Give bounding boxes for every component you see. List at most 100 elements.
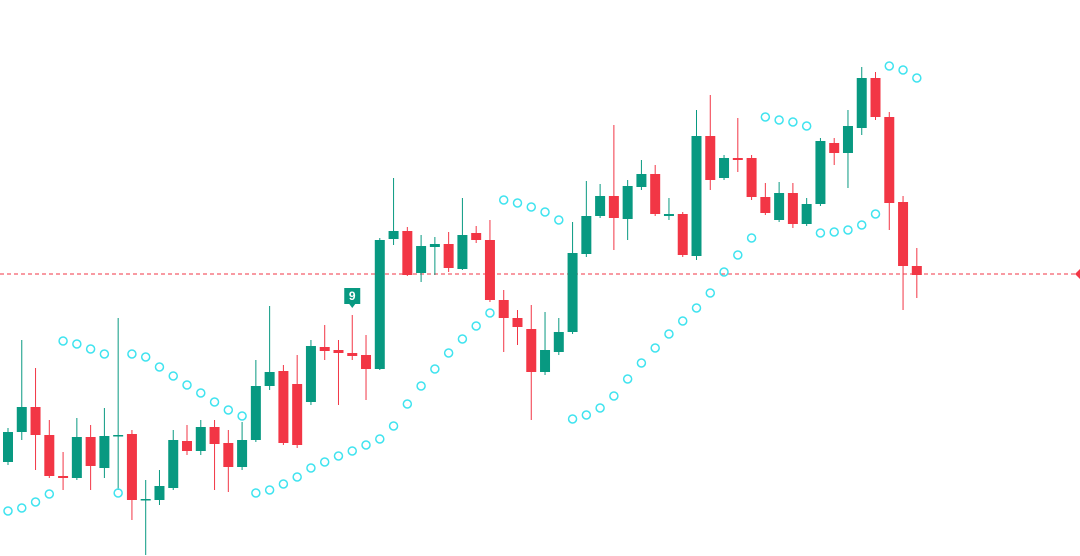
candle-body <box>801 204 812 224</box>
sar-dot <box>677 316 688 326</box>
candle-body <box>911 266 922 275</box>
candle-body <box>677 214 688 255</box>
candle-body <box>3 432 13 462</box>
candle-body <box>209 427 220 444</box>
sar-dot <box>154 362 165 372</box>
candle-body <box>182 441 193 451</box>
candle-body <box>168 440 179 488</box>
candle-body <box>443 244 454 268</box>
sar-dot <box>457 334 468 344</box>
sar-dot <box>540 207 550 217</box>
sar-dot <box>127 349 137 359</box>
sar-dot <box>512 198 523 208</box>
candle-body <box>58 476 69 478</box>
candle-body <box>30 407 41 435</box>
sar-dot <box>609 391 619 401</box>
candle-body <box>333 350 344 353</box>
sar-dot <box>485 308 495 318</box>
candle-body <box>815 141 826 204</box>
sar-dot <box>760 112 771 122</box>
candle-body <box>71 437 82 478</box>
sar-dot <box>595 403 605 413</box>
candle-body <box>512 318 523 327</box>
sar-dot <box>402 399 413 409</box>
sar-dot <box>705 288 716 298</box>
annotation-layer: 9 <box>344 288 361 308</box>
candle-body <box>250 386 261 440</box>
candle-body <box>856 78 867 128</box>
sar-dot <box>140 352 151 362</box>
candle-body <box>898 202 909 266</box>
candle-body <box>361 355 372 369</box>
candle-body <box>429 244 440 247</box>
sar-dot <box>264 485 275 495</box>
sar-dot <box>3 506 13 516</box>
sar-dot <box>251 488 261 498</box>
sar-dot <box>72 339 82 349</box>
candle-body <box>787 193 798 224</box>
sar-dot <box>622 374 633 384</box>
sar-dot <box>581 410 592 420</box>
sar-dot <box>388 421 399 431</box>
candle-body <box>140 499 151 501</box>
sar-dot <box>870 209 881 219</box>
candle-body <box>278 371 289 443</box>
sar-dot <box>829 227 839 237</box>
sar-dot <box>347 446 357 456</box>
sar-dot <box>223 405 234 415</box>
sar-dot <box>554 215 564 225</box>
sar-dot <box>182 380 192 390</box>
candle-body <box>16 407 27 432</box>
sar-dot <box>567 414 578 424</box>
sar-dot <box>733 250 743 260</box>
candle-body <box>553 332 564 352</box>
sar-dot <box>788 117 798 127</box>
candle-body <box>484 240 495 300</box>
sar-dot <box>498 195 509 205</box>
candle-body <box>99 436 110 468</box>
candle-body <box>457 235 468 269</box>
sar-dot <box>209 397 220 407</box>
sar-dot <box>719 267 729 277</box>
sar-dot <box>416 381 426 391</box>
sar-dot <box>44 489 55 499</box>
sar-dot <box>815 228 826 238</box>
candle-body <box>732 158 743 160</box>
price-line-layer <box>0 269 1080 279</box>
sar-dot <box>691 303 702 313</box>
candle-body <box>113 435 124 437</box>
sar-dot <box>375 434 385 444</box>
candle-body <box>223 443 234 467</box>
candle-body <box>719 158 730 178</box>
sar-dot <box>99 349 110 359</box>
candle-body <box>154 486 165 500</box>
annotation-badge <box>344 288 361 308</box>
candle-body <box>663 214 674 216</box>
sar-dot <box>801 121 812 131</box>
sar-layer <box>3 61 922 516</box>
candle-body <box>498 300 509 318</box>
sar-dot <box>361 440 371 450</box>
candle-body <box>567 253 578 332</box>
candle-body <box>829 143 840 153</box>
sar-dot <box>526 202 537 212</box>
sar-dot <box>636 358 647 368</box>
sar-dot <box>17 503 27 513</box>
candle-body <box>264 372 275 386</box>
sar-dot <box>306 463 316 473</box>
candle-body <box>608 196 619 218</box>
candle-body <box>774 193 785 220</box>
sar-dot <box>912 73 922 83</box>
candle-body <box>595 196 606 216</box>
candles-layer <box>3 67 922 555</box>
candle-body <box>85 437 96 466</box>
sar-dot <box>85 344 96 354</box>
candle-body <box>705 136 716 180</box>
sar-dot <box>746 233 757 243</box>
sar-dot <box>58 336 68 346</box>
sar-dot <box>443 348 454 358</box>
candle-body <box>581 216 592 254</box>
candle-body <box>471 233 482 240</box>
sar-dot <box>471 321 481 331</box>
candle-body <box>526 329 537 372</box>
